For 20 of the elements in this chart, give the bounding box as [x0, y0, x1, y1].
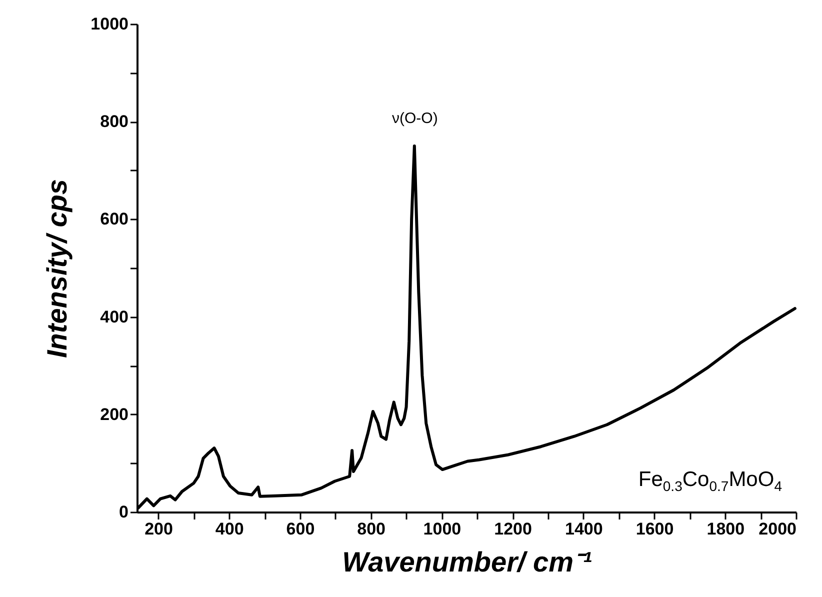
y-tick-label: 200	[100, 404, 128, 424]
x-tick-label: 1600	[636, 520, 674, 538]
y-tick-label: 800	[100, 112, 128, 132]
x-tick-label: 1800	[706, 520, 745, 538]
y-tick-label: 600	[100, 210, 128, 229]
y-tick-label: 1000	[90, 14, 128, 34]
x-tick-label: 800	[357, 520, 386, 538]
y-tick-label: 0	[119, 502, 128, 522]
y-tick-label: 400	[100, 307, 128, 326]
y-axis-title: Intensity/ cps	[42, 179, 73, 358]
x-tick-label: 200	[144, 520, 173, 538]
annotation: ν(O-O)	[392, 110, 438, 127]
x-axis-title: Wavenumber/ cm⁻¹	[342, 546, 592, 578]
x-tick-label: 600	[286, 520, 315, 538]
x-tick-label: 1000	[423, 520, 462, 538]
x-tick-label: 1200	[494, 520, 532, 538]
x-tick-label: 2000	[758, 520, 796, 538]
x-tick-label: 1400	[565, 520, 603, 538]
annotation: Fe$_{0.3}$Co$_{0.7}$MoO$_{4}$	[638, 468, 782, 494]
x-tick-label: 400	[215, 520, 244, 538]
